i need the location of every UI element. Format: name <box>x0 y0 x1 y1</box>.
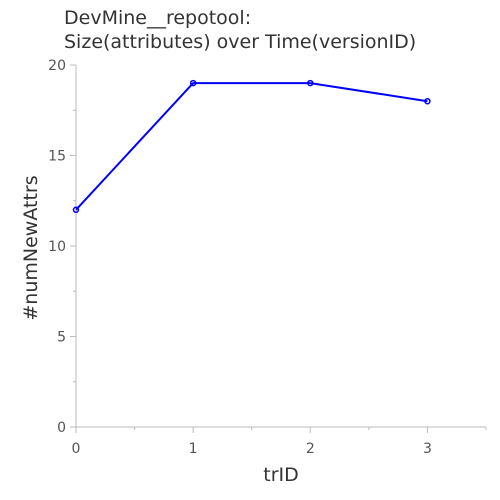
x-tick-label-0: 0 <box>72 441 81 457</box>
series <box>74 81 430 213</box>
axes <box>76 65 486 427</box>
y-tick-label-2: 10 <box>48 239 66 255</box>
y-tick-label-3: 15 <box>48 149 66 165</box>
ticks: 0 5 10 15 20 0 1 2 3 <box>48 58 486 457</box>
x-axis-label: trID <box>263 464 299 486</box>
y-axis-label: #numNewAttrs <box>20 175 42 320</box>
y-tick-label-1: 5 <box>57 330 66 346</box>
series-line-0 <box>76 83 427 210</box>
x-tick-label-3: 3 <box>423 441 432 457</box>
y-tick-label-4: 20 <box>48 58 66 74</box>
x-tick-label-1: 1 <box>189 441 198 457</box>
x-tick-label-2: 2 <box>306 441 315 457</box>
y-tick-label-0: 0 <box>57 420 66 436</box>
